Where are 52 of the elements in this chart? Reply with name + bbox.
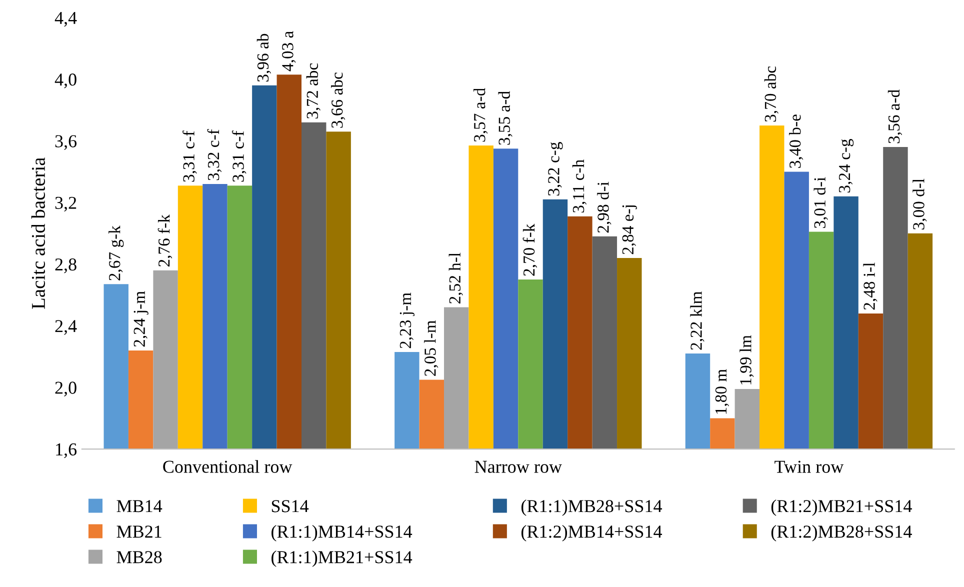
data-label: 3,57 a-d [474,88,488,142]
data-label: 2,22 klm [690,291,704,350]
data-label: 3,24 c-g [838,138,854,192]
y-tick-label: 2,8 [55,258,76,274]
data-label: 3,96 ab [256,34,271,82]
data-label: 1,80 m [715,369,730,414]
legend-label: SS14 [272,500,309,512]
data-label: 3,11 c-h [572,160,587,213]
x-tick-label: Narrow row [474,460,562,473]
data-label: 3,70 abc [764,66,778,122]
data-label: 2,98 d-i [597,182,612,233]
y-tick-label: 2,0 [55,382,76,396]
data-label: 3,31 c-f [182,130,197,182]
data-label: 3,00 d-l [912,178,927,230]
legend-label: (R1:2)MB14+SS14 [521,525,662,542]
x-tick-label: Conventional row [163,460,292,473]
legend-label: (R1:2)MB28+SS14 [771,525,912,542]
legend-label: MB28 [116,551,162,564]
x-tick-label: Twin row [774,460,844,473]
legend-label: (R1:1)MB28+SS14 [521,500,662,516]
y-tick-label: 4,0 [54,74,76,88]
data-label: 3,72 abc [306,63,320,119]
legend-label: (R1:2)MB21+SS14 [771,500,912,516]
data-label: 4,03 a [282,31,296,72]
data-label: 2,70 f-k [522,224,538,276]
data-label: 2,76 f-k [158,214,172,266]
data-label: 3,01 d-i [814,177,828,228]
data-label: 2,23 j-m [400,292,414,348]
data-label: 3,55 a-d [498,91,512,145]
legend-label: MB14 [116,500,162,512]
data-label: 3,32 c-f [207,129,222,180]
data-label: 2,48 i-l [863,262,878,310]
data-label: 2,52 h-l [448,252,463,304]
data-label: 3,66 abc [331,72,346,128]
data-label: 1,99 lm [740,335,754,384]
y-tick-label: 4,4 [54,12,77,27]
legend-label: (R1:1)MB21+SS14 [272,550,412,567]
y-axis-title: Lacitc acid bacteria [31,158,46,309]
legend-label: MB21 [116,526,162,538]
data-label: 3,40 b-e [789,114,804,168]
data-label: 3,56 a-d [888,90,902,144]
y-tick-label: 1,6 [56,443,77,458]
data-label: 3,31 c-f [232,130,246,182]
data-label: 2,05 l-m [424,320,438,376]
y-tick-label: 3,2 [55,196,76,212]
y-tick-label: 3,6 [55,135,77,150]
y-tick-label: 2,4 [55,320,77,335]
data-label: 2,24 j-m [134,291,148,347]
legend-label: (R1:1)MB14+SS14 [272,525,412,542]
data-label: 2,67 g-k [108,226,124,280]
data-label: 2,84 e-j [622,205,637,254]
data-label: 3,22 c-g [548,142,563,196]
